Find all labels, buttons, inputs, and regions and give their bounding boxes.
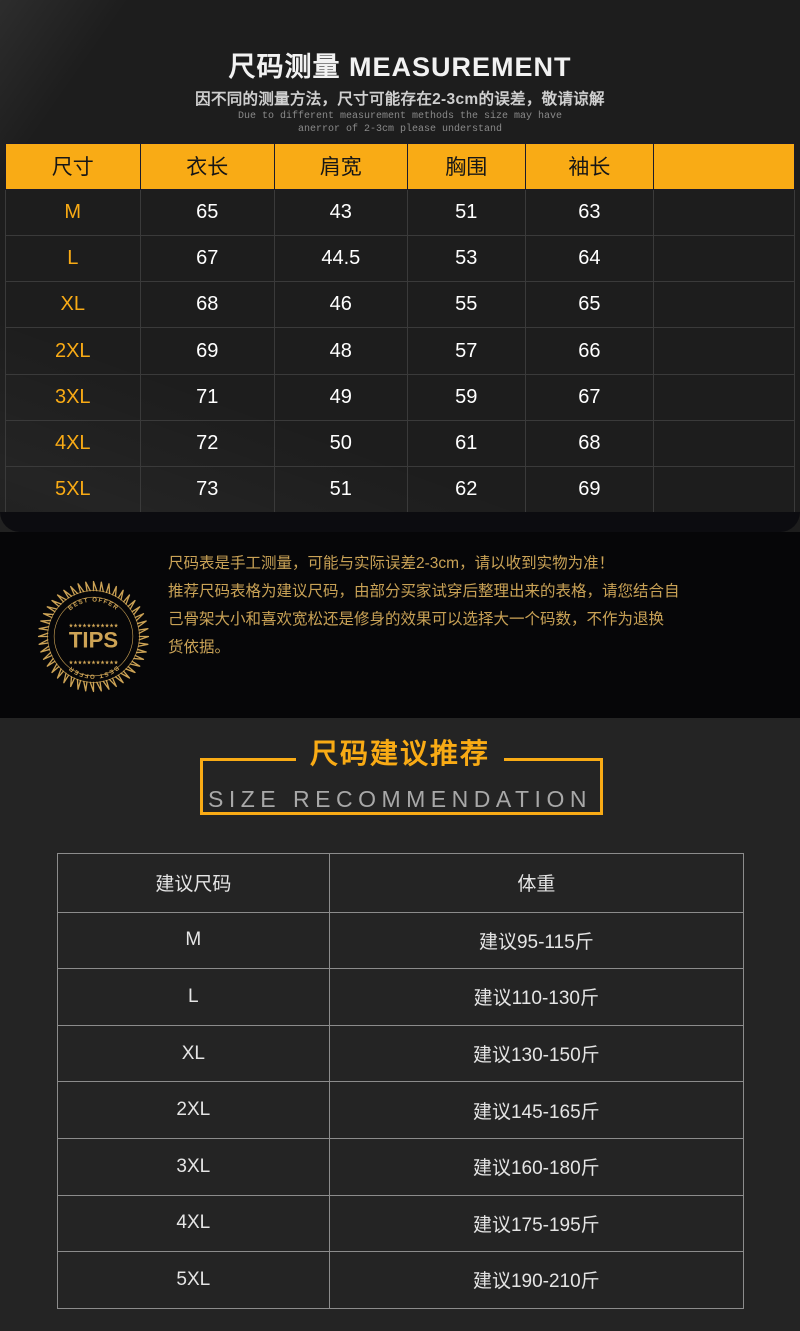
svg-text:BEST OFFER: BEST OFFER	[67, 664, 120, 680]
svg-text:BEST OFFER: BEST OFFER	[67, 597, 120, 613]
svg-text:TIPS: TIPS	[69, 628, 118, 653]
